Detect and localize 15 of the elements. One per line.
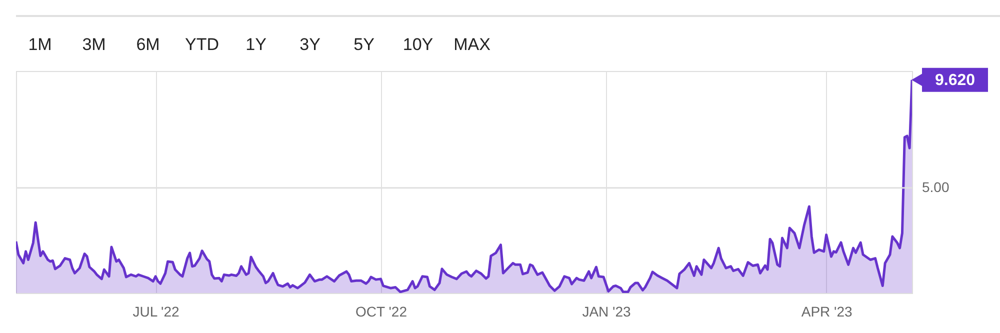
text: MAX [454,35,490,54]
x-tick-label: APR '23 [801,304,852,320]
x-tick-label: JAN '23 [582,304,631,320]
text: 5Y [354,35,374,54]
text: 3Y [300,35,320,54]
text: 1Y [246,35,266,54]
text: 5.00 [922,178,950,195]
text: 10Y [402,35,434,54]
annotation: 9.620 [934,72,976,89]
text: 6M [136,35,160,54]
x-tick-label: JUL '22 [132,304,180,320]
text: 1M [28,35,52,54]
x-tick-label: OCT '22 [356,304,408,320]
text: YTD [185,35,219,54]
text: 3M [82,35,106,54]
